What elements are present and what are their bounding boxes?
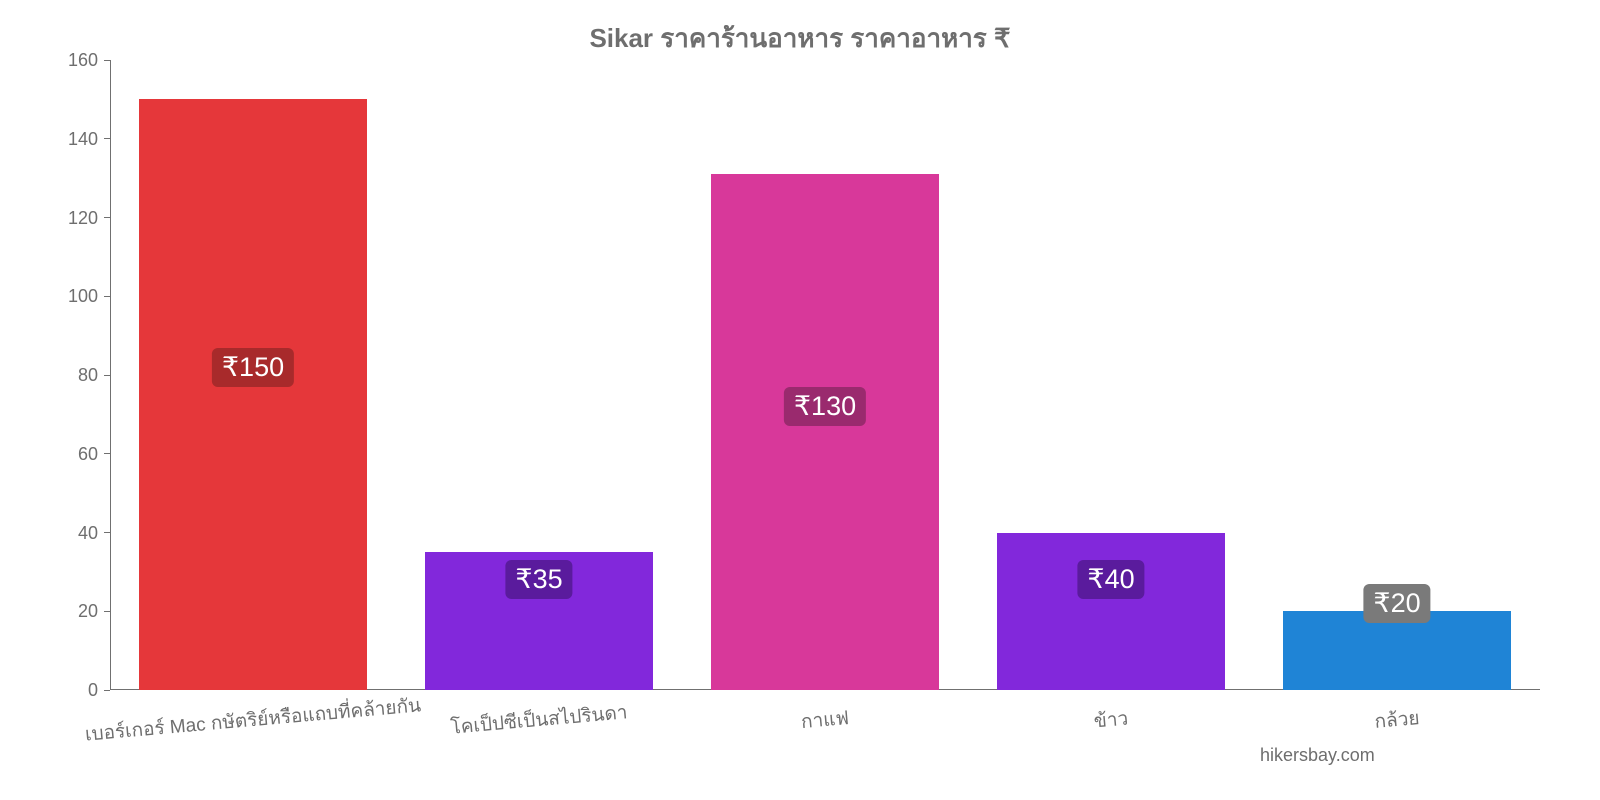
x-category-label: โคเป็ปซีเป็นสไปรินดา [449, 697, 628, 742]
value-badge: ₹20 [1363, 584, 1430, 623]
y-tick-mark [104, 60, 110, 61]
y-tick-mark [104, 296, 110, 297]
x-category-label: ข้าว [1093, 704, 1130, 737]
plot-area: ₹150 ₹35 ₹130 ₹40 ₹20 [110, 60, 1540, 690]
value-badge: ₹40 [1077, 560, 1144, 599]
y-tick-mark [104, 532, 110, 533]
y-tick-label: 0 [0, 680, 98, 701]
y-tick-label: 120 [0, 208, 98, 229]
y-tick-mark [104, 375, 110, 376]
y-tick-mark [104, 690, 110, 691]
y-tick-label: 140 [0, 129, 98, 150]
y-tick-mark [104, 453, 110, 454]
y-tick-mark [104, 217, 110, 218]
y-tick-label: 80 [0, 365, 98, 386]
bar [997, 533, 1226, 691]
x-category-label: กาแฟ [800, 703, 850, 737]
y-tick-label: 100 [0, 286, 98, 307]
y-tick-label: 160 [0, 50, 98, 71]
bar [139, 99, 368, 690]
x-category-label: กล้วย [1373, 703, 1420, 737]
x-category-label: เบอร์เกอร์ Mac กษัตริย์หรือแถบที่คล้ายกั… [84, 690, 422, 749]
chart-container: Sikar ราคาร้านอาหาร ราคาอาหาร ₹ ₹150₹35₹… [0, 0, 1600, 800]
attribution-text: hikersbay.com [1260, 745, 1375, 766]
value-badge: ₹130 [784, 387, 866, 426]
bars-layer: ₹150 ₹35 ₹130 ₹40 ₹20 [110, 60, 1540, 690]
bar [1283, 611, 1512, 690]
value-badge: ₹35 [505, 560, 572, 599]
chart-title: Sikar ราคาร้านอาหาร ราคาอาหาร ₹ [0, 18, 1600, 59]
y-tick-label: 20 [0, 601, 98, 622]
y-tick-mark [104, 611, 110, 612]
y-tick-mark [104, 138, 110, 139]
bar [711, 174, 940, 690]
y-tick-label: 60 [0, 444, 98, 465]
value-badge: ₹150 [212, 348, 294, 387]
y-tick-label: 40 [0, 523, 98, 544]
